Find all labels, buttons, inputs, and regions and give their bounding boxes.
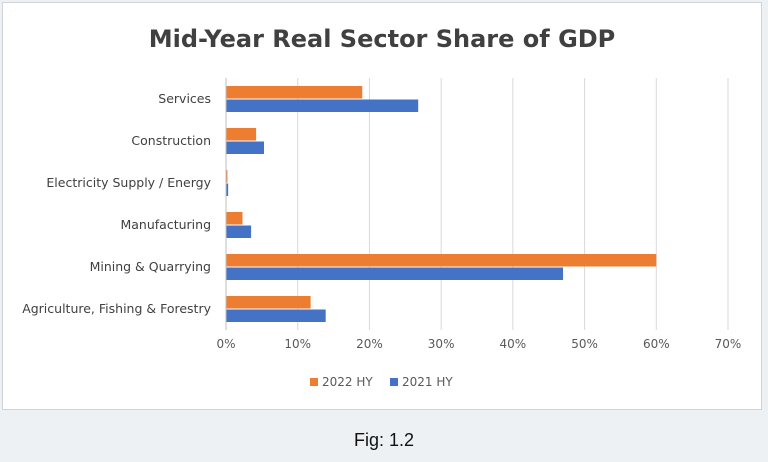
category-label: Services (158, 91, 211, 106)
category-label: Mining & Quarrying (90, 259, 211, 274)
bar-2021-hy (226, 225, 252, 238)
bar-2021-hy (226, 183, 229, 196)
bar-2021-hy (226, 99, 419, 112)
category-label: Electricity Supply / Energy (46, 175, 211, 190)
x-tick-label: 10% (284, 337, 311, 351)
legend-swatch (390, 378, 398, 386)
bar-2022-hy (226, 86, 363, 99)
chart-title: Mid-Year Real Sector Share of GDP (148, 25, 616, 53)
figure-caption: Fig: 1.2 (353, 430, 415, 450)
chart-card: Mid-Year Real Sector Share of GDP (2, 2, 762, 410)
x-tick-label: 0% (216, 337, 235, 351)
category-label: Construction (131, 133, 211, 148)
x-tick-label: 60% (643, 337, 670, 351)
bar-2022-hy (226, 254, 657, 267)
bar-2022-hy (226, 128, 257, 141)
legend-swatch (310, 378, 318, 386)
legend-label: 2022 HY (322, 375, 373, 389)
bar-chart: 0% 10% 20% 30% 40% 50% 60% 70% Services Construct… (22, 78, 742, 389)
bar-2022-hy (226, 212, 243, 225)
x-tick-label: 30% (428, 337, 455, 351)
x-tick-label: 20% (356, 337, 383, 351)
x-tick-label: 40% (500, 337, 527, 351)
x-tick-label: 70% (715, 337, 742, 351)
x-tick-label: 50% (571, 337, 598, 351)
bar-2021-hy (226, 309, 326, 322)
category-label: Manufacturing (120, 217, 211, 232)
category-label: Agriculture, Fishing & Forestry (22, 301, 211, 316)
bar-2022-hy (226, 296, 311, 309)
bar-2021-hy (226, 141, 265, 154)
bar-2021-hy (226, 267, 564, 280)
bar-2022-hy (226, 170, 228, 183)
legend-label: 2021 HY (402, 375, 453, 389)
